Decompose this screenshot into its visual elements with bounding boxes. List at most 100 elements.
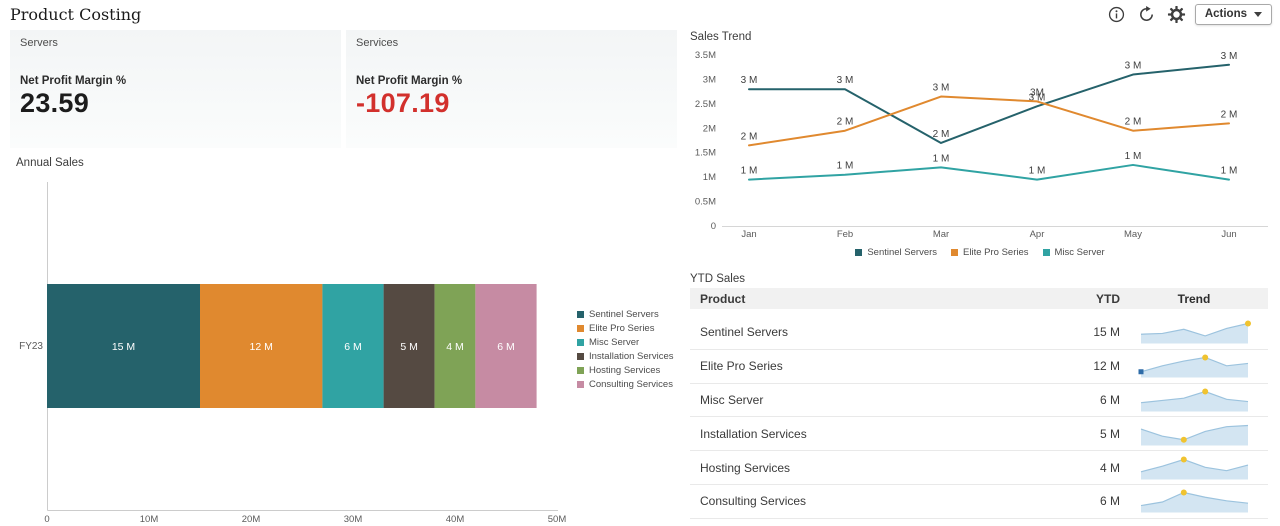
legend-item-elite-pro-series[interactable]: Elite Pro Series: [577, 323, 673, 334]
product-name: Elite Pro Series: [700, 359, 783, 374]
svg-text:3 M: 3 M: [1221, 51, 1238, 62]
svg-text:Mar: Mar: [933, 229, 949, 240]
bar-segment-consulting-services[interactable]: [475, 284, 537, 408]
legend-swatch: [577, 381, 584, 388]
kpi-card-services: Services Net Profit Margin % -107.19: [346, 30, 677, 148]
svg-text:3 M: 3 M: [1029, 92, 1046, 103]
svg-text:0.5M: 0.5M: [695, 197, 716, 208]
svg-text:2 M: 2 M: [741, 131, 758, 142]
svg-text:1 M: 1 M: [1221, 166, 1238, 177]
svg-text:Jan: Jan: [741, 229, 756, 240]
kpi-metric-label: Net Profit Margin %: [20, 75, 127, 87]
trend-sparkline: [1140, 320, 1251, 344]
svg-text:10M: 10M: [140, 514, 159, 525]
trend-cell: [1120, 387, 1268, 413]
legend-item-hosting-services[interactable]: Hosting Services: [577, 365, 673, 376]
svg-text:20M: 20M: [242, 514, 261, 525]
table-row-hosting-services[interactable]: Hosting Services 4 M: [690, 451, 1268, 485]
legend-item-misc-server[interactable]: Misc Server: [1042, 247, 1105, 258]
line-series-elite-pro-series[interactable]: [748, 95, 1230, 147]
legend-item-consulting-services[interactable]: Consulting Services: [577, 379, 673, 390]
column-header-trend: Trend: [1177, 291, 1211, 306]
kpi-cards: Servers Net Profit Margin % 23.59 Servic…: [10, 30, 677, 148]
ytd-value: 6 M: [1099, 392, 1120, 407]
bar-segment-sentinel-servers[interactable]: [47, 284, 200, 408]
product-name: Sentinel Servers: [700, 325, 789, 340]
column-header-ytd: YTD: [1096, 291, 1120, 306]
line-series-misc-server[interactable]: [748, 163, 1230, 181]
legend-label: Sentinel Servers: [589, 309, 659, 320]
legend-label: Elite Pro Series: [963, 247, 1029, 258]
legend-item-installation-services[interactable]: Installation Services: [577, 351, 673, 362]
table-row-misc-server[interactable]: Misc Server 6 M: [690, 384, 1268, 418]
svg-text:3 M: 3 M: [741, 75, 758, 86]
legend-item-elite-pro-series[interactable]: Elite Pro Series: [951, 247, 1029, 258]
svg-text:0: 0: [44, 514, 49, 525]
column-header-product: Product: [700, 291, 746, 306]
legend-item-misc-server[interactable]: Misc Server: [577, 337, 673, 348]
annual-sales-chart[interactable]: 0 10M 20M 30M 40M 50M FY23 15 M 12 M 6 M 5 M 4 M 6 M: [10, 172, 575, 526]
svg-text:40M: 40M: [446, 514, 465, 525]
svg-text:3M: 3M: [1030, 87, 1044, 98]
refresh-button[interactable]: [1135, 2, 1159, 26]
table-row-elite-pro-series[interactable]: Elite Pro Series 12 M: [690, 350, 1268, 384]
refresh-icon: [1140, 5, 1154, 21]
kpi-section-label: Services: [356, 37, 399, 49]
sales-trend-chart[interactable]: 0 0.5M 1M 1.5M 2M 2.5M 3M 3.5M Jan Feb Mar Apr May Ju…: [690, 44, 1270, 244]
legend-swatch: [577, 353, 584, 360]
kpi-section-label: Servers: [20, 37, 58, 49]
svg-text:2M: 2M: [703, 123, 716, 134]
page-title: Product Costing: [10, 5, 142, 24]
svg-text:30M: 30M: [344, 514, 363, 525]
ytd-sales-title: YTD Sales: [690, 273, 745, 285]
legend-label: Misc Server: [1054, 247, 1105, 258]
trend-sparkline: [1140, 456, 1248, 480]
trend-cell: [1120, 353, 1268, 379]
svg-text:2 M: 2 M: [933, 129, 950, 140]
line-series-sentinel-servers[interactable]: [748, 63, 1230, 144]
svg-text:3.5M: 3.5M: [695, 50, 716, 61]
ytd-value: 4 M: [1099, 460, 1120, 475]
svg-text:0: 0: [711, 221, 716, 232]
bar-segment-hosting-services[interactable]: [434, 284, 476, 408]
ytd-value: 6 M: [1099, 494, 1120, 509]
kpi-metric-value: 23.59: [20, 88, 90, 118]
bar-segment-misc-server[interactable]: [322, 284, 384, 408]
info-icon: [1109, 6, 1125, 22]
chevron-down-icon: [1254, 11, 1262, 17]
kpi-metric-value: -107.19: [356, 88, 450, 118]
annual-sales-title: Annual Sales: [16, 157, 84, 169]
legend-label: Hosting Services: [589, 365, 661, 376]
legend-swatch: [577, 339, 584, 346]
svg-text:3 M: 3 M: [1125, 61, 1142, 72]
svg-text:1 M: 1 M: [1029, 166, 1046, 177]
trend-cell: [1120, 455, 1268, 481]
svg-text:1M: 1M: [703, 172, 716, 183]
legend-item-sentinel-servers[interactable]: Sentinel Servers: [855, 247, 937, 258]
trend-cell: [1120, 421, 1268, 447]
svg-text:4 M: 4 M: [446, 341, 464, 353]
svg-text:5 M: 5 M: [400, 341, 418, 353]
legend-label: Sentinel Servers: [867, 247, 938, 258]
info-button[interactable]: [1105, 2, 1129, 26]
svg-text:2 M: 2 M: [837, 117, 854, 128]
sales-trend-legend: Sentinel Servers Elite Pro Series Misc Ser…: [690, 247, 1270, 258]
sales-trend-title: Sales Trend: [690, 31, 752, 43]
table-row-installation-services[interactable]: Installation Services 5 M: [690, 417, 1268, 452]
svg-text:2 M: 2 M: [1221, 109, 1238, 120]
svg-text:May: May: [1124, 229, 1142, 240]
settings-button[interactable]: [1165, 2, 1189, 26]
actions-button[interactable]: Actions: [1194, 3, 1272, 25]
table-row-sentinel-servers[interactable]: Sentinel Servers 15 M: [690, 316, 1268, 350]
legend-swatch: [1042, 249, 1050, 256]
svg-text:1 M: 1 M: [741, 166, 758, 177]
bar-segment-elite-pro-series[interactable]: [200, 284, 323, 408]
svg-text:15 M: 15 M: [112, 341, 135, 353]
bar-segment-installation-services[interactable]: [383, 284, 435, 408]
trend-cell: [1120, 488, 1268, 514]
table-row-consulting-services[interactable]: Consulting Services 6 M: [690, 485, 1268, 519]
legend-swatch: [855, 249, 863, 256]
legend-item-sentinel-servers[interactable]: Sentinel Servers: [577, 309, 673, 320]
trend-sparkline: [1138, 354, 1248, 378]
ytd-table-body: Sentinel Servers 15 M Elite Pro Series 12 M…: [690, 316, 1268, 519]
